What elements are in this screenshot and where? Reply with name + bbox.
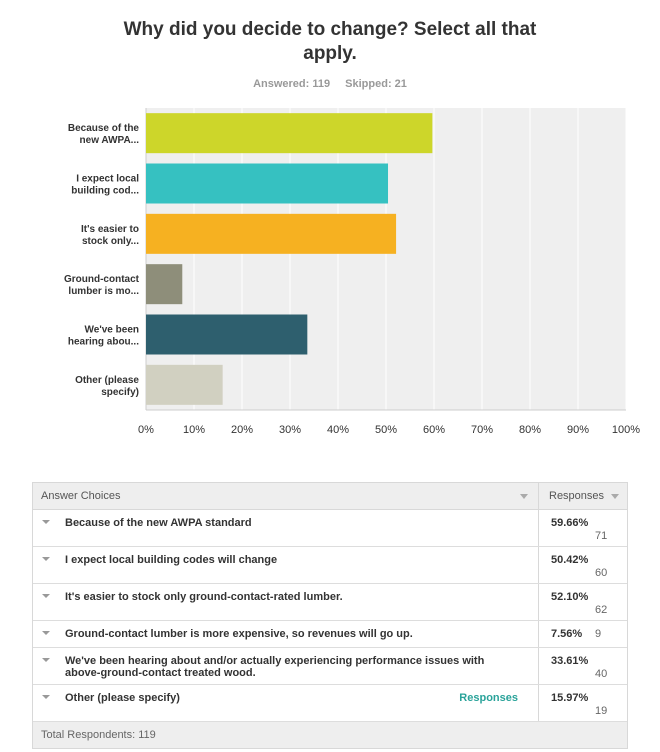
response-cell: 59.66% 71	[539, 510, 627, 546]
answer-choice-label: We've been hearing about and/or actually…	[65, 655, 485, 679]
expand-caret-icon[interactable]	[42, 695, 50, 699]
answer-choices-header-label: Answer Choices	[41, 490, 121, 502]
bar[interactable]	[146, 213, 397, 254]
table-row: Other (please specify) Responses 15.97% 19	[33, 685, 627, 722]
answer-choice-label: Ground-contact lumber is more expensive,…	[65, 628, 413, 640]
category-label: Ground-contact lumber is mo...	[64, 274, 140, 297]
bar[interactable]	[146, 264, 183, 305]
answer-choice-label: I expect local building codes will chang…	[65, 554, 278, 566]
bar[interactable]	[146, 113, 433, 154]
skipped-count: Skipped: 21	[345, 78, 407, 90]
response-cell: 33.61% 40	[539, 648, 627, 684]
x-tick-label: 10%	[183, 424, 205, 436]
response-count: 62	[595, 604, 608, 616]
answer-choice-cell: We've been hearing about and/or actually…	[33, 648, 539, 684]
category-label: Other (please specify)	[75, 375, 139, 398]
response-cell: 52.10% 62	[539, 584, 627, 620]
x-tick-label: 20%	[231, 424, 253, 436]
response-count: 19	[595, 705, 608, 717]
answer-choice-cell: Because of the new AWPA standard	[33, 510, 539, 546]
response-percent: 52.10%	[551, 591, 589, 603]
x-tick-label: 80%	[519, 424, 541, 436]
response-count: 71	[595, 530, 608, 542]
sort-caret-icon[interactable]	[520, 494, 528, 499]
answer-choice-cell: I expect local building codes will chang…	[33, 547, 539, 583]
table-row: I expect local building codes will chang…	[33, 547, 627, 584]
bar[interactable]	[146, 163, 389, 204]
bar-chart: 0% 10% 20% 30% 40% 50% 60% 70% 80% 90% 100% Because…	[64, 108, 640, 436]
response-percent: 15.97%	[551, 692, 589, 704]
table-header: Answer Choices Responses	[33, 483, 627, 510]
x-tick-label: 60%	[423, 424, 445, 436]
response-percent: 33.61%	[551, 655, 589, 667]
expand-caret-icon[interactable]	[42, 658, 50, 662]
x-tick-label: 30%	[279, 424, 301, 436]
category-label: We've been hearing abou...	[68, 325, 139, 348]
table-row: Because of the new AWPA standard 59.66% 71	[33, 510, 627, 547]
response-summary: Answered: 119 Skipped: 21	[0, 78, 660, 90]
response-percent: 7.56%	[551, 628, 583, 640]
responses-header[interactable]: Responses	[539, 483, 627, 509]
x-tick-label: 100%	[612, 424, 640, 436]
x-tick-label: 0%	[138, 424, 154, 436]
responses-header-label: Responses	[549, 490, 605, 502]
expand-caret-icon[interactable]	[42, 557, 50, 561]
sort-caret-icon[interactable]	[611, 494, 619, 499]
category-label: Because of the new AWPA...	[68, 123, 140, 146]
table-row: We've been hearing about and/or actually…	[33, 648, 627, 685]
answered-count: Answered: 119	[253, 78, 331, 90]
answer-choices-header[interactable]: Answer Choices	[33, 483, 539, 509]
answer-table: Answer Choices Responses Because of the …	[32, 482, 628, 749]
answer-choice-cell: It's easier to stock only ground-contact…	[33, 584, 539, 620]
expand-caret-icon[interactable]	[42, 520, 50, 524]
category-label: I expect local building cod...	[71, 174, 139, 197]
answer-choice-label: It's easier to stock only ground-contact…	[65, 591, 343, 603]
response-count: 60	[595, 567, 608, 579]
response-count: 40	[595, 668, 608, 680]
bar[interactable]	[146, 314, 308, 355]
answer-choice-cell: Ground-contact lumber is more expensive,…	[33, 621, 539, 647]
table-row: Ground-contact lumber is more expensive,…	[33, 621, 627, 648]
response-count: 9	[595, 628, 602, 640]
response-cell: 7.56% 9	[539, 621, 627, 647]
x-tick-label: 90%	[567, 424, 589, 436]
response-cell: 15.97% 19	[539, 685, 627, 721]
expand-caret-icon[interactable]	[42, 594, 50, 598]
bar[interactable]	[146, 364, 223, 405]
x-tick-label: 70%	[471, 424, 493, 436]
response-cell: 50.42% 60	[539, 547, 627, 583]
answer-choice-cell: Other (please specify) Responses	[33, 685, 539, 721]
answer-choice-label: Because of the new AWPA standard	[65, 517, 252, 529]
answer-choice-label: Other (please specify)	[65, 692, 180, 704]
x-tick-label: 50%	[375, 424, 397, 436]
response-percent: 59.66%	[551, 517, 589, 529]
table-footer: Total Respondents: 119	[33, 722, 627, 748]
responses-link[interactable]: Responses	[459, 692, 518, 704]
response-percent: 50.42%	[551, 554, 589, 566]
table-row: It's easier to stock only ground-contact…	[33, 584, 627, 621]
expand-caret-icon[interactable]	[42, 631, 50, 635]
x-tick-label: 40%	[327, 424, 349, 436]
table-body: Because of the new AWPA standard 59.66% 71…	[33, 510, 627, 722]
category-label: It's easier to stock only...	[81, 224, 139, 247]
question-title: Why did you decide to change? Select all…	[123, 19, 537, 64]
